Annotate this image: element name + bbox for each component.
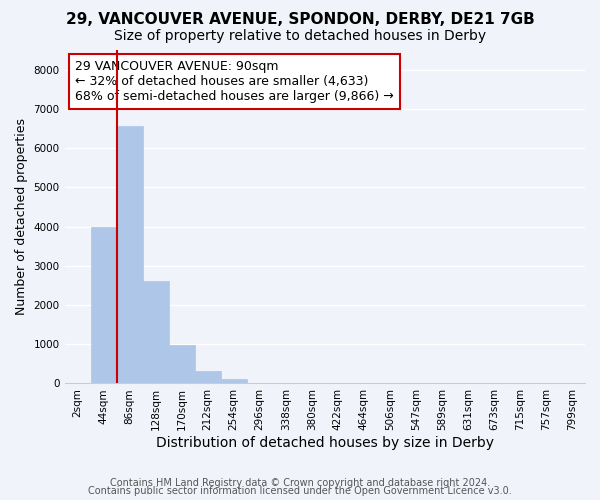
Y-axis label: Number of detached properties: Number of detached properties (15, 118, 28, 315)
Bar (169, 345, 194, 384)
Bar (143, 282, 169, 384)
Bar (116, 126, 143, 384)
Bar (91, 226, 116, 384)
X-axis label: Distribution of detached houses by size in Derby: Distribution of detached houses by size … (156, 436, 494, 450)
Bar (221, 379, 247, 384)
Text: Contains public sector information licensed under the Open Government Licence v3: Contains public sector information licen… (88, 486, 512, 496)
Text: 29, VANCOUVER AVENUE, SPONDON, DERBY, DE21 7GB: 29, VANCOUVER AVENUE, SPONDON, DERBY, DE… (65, 12, 535, 28)
Text: Contains HM Land Registry data © Crown copyright and database right 2024.: Contains HM Land Registry data © Crown c… (110, 478, 490, 488)
Text: 29 VANCOUVER AVENUE: 90sqm
← 32% of detached houses are smaller (4,633)
68% of s: 29 VANCOUVER AVENUE: 90sqm ← 32% of deta… (75, 60, 394, 103)
Bar (194, 371, 221, 384)
Text: Size of property relative to detached houses in Derby: Size of property relative to detached ho… (114, 29, 486, 43)
